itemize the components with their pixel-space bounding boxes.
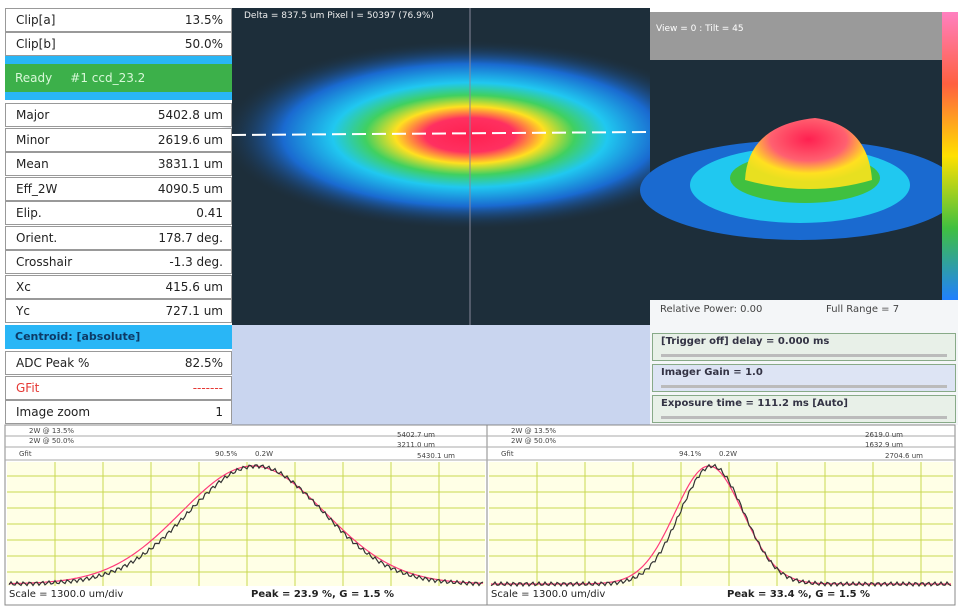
gfit-pct: 94.1%: [679, 450, 701, 458]
stat-label: Orient.: [16, 231, 57, 245]
scale: Scale = 1300.0 um/div: [9, 589, 123, 600]
gfit-pct: 90.5%: [215, 450, 237, 458]
stat-row: Xc 415.6 um: [5, 275, 232, 299]
clip-a-label: 2W @ 13.5%: [511, 427, 556, 435]
stat-value: 50.0%: [185, 37, 223, 51]
stat-label: Mean: [16, 157, 49, 171]
clip-b-value: 1632.9 um: [865, 441, 903, 449]
stat-row: Minor 2619.6 um: [5, 128, 232, 152]
app-window: (() => { const data = JSON.parse(documen…: [0, 0, 958, 607]
stat-label: Minor: [16, 133, 50, 147]
stat-row: Clip[a] 13.5%: [5, 8, 232, 32]
stat-label: Eff_2W: [16, 182, 57, 196]
gfit-width: 0.2W: [255, 450, 273, 458]
slider-track[interactable]: [661, 416, 947, 419]
stat-value: 1: [215, 405, 223, 419]
view-header-band: [650, 12, 942, 60]
clip-b-label: 2W @ 50.0%: [29, 437, 74, 445]
stat-row: GFit -------: [5, 376, 232, 400]
gfit-value: 2704.6 um: [885, 452, 923, 460]
stat-value: 727.1 um: [166, 304, 223, 318]
status: Ready #1 ccd_23.2: [5, 64, 232, 92]
stat-label: Clip[b]: [16, 37, 56, 51]
stat-label: GFit: [16, 381, 39, 395]
status-camera: #1 ccd_23.2: [70, 71, 145, 85]
stat-row: Crosshair -1.3 deg.: [5, 250, 232, 274]
stat-value: 3831.1 um: [158, 157, 223, 171]
color-bar: [942, 12, 958, 300]
peak: Peak = 23.9 %, G = 1.5 %: [251, 589, 394, 600]
stat-value: -------: [193, 381, 223, 395]
stat-row: Image zoom 1: [5, 400, 232, 424]
gfit-value: 5430.1 um: [417, 452, 455, 460]
status-bar-bottom: [5, 92, 232, 100]
stat-label: Elip.: [16, 206, 42, 220]
stat-label: Clip[a]: [16, 13, 55, 27]
stat-value: 4090.5 um: [158, 182, 223, 196]
slider-track[interactable]: [661, 385, 947, 388]
relative-power: Relative Power: 0.00: [660, 304, 762, 315]
status-state: Ready: [15, 71, 52, 85]
clip-a-value: 2619.0 um: [865, 431, 903, 439]
clip-a-value: 5402.7 um: [397, 431, 435, 439]
status-bar-top: [5, 56, 232, 64]
full-range: Full Range = 7: [826, 304, 899, 315]
stat-row: Yc 727.1 um: [5, 299, 232, 323]
clip-a-label: 2W @ 13.5%: [29, 427, 74, 435]
view-header: View = 0 : Tilt = 45: [656, 24, 744, 34]
centroid-mode: Centroid: [absolute]: [5, 325, 232, 349]
stat-label: Xc: [16, 280, 31, 294]
stat-label: Crosshair: [16, 255, 72, 269]
image-margin: [232, 325, 650, 425]
clip-b-label: 2W @ 50.0%: [511, 437, 556, 445]
peak: Peak = 33.4 %, G = 1.5 %: [727, 589, 870, 600]
clip-b-value: 3211.0 um: [397, 441, 435, 449]
stat-label: Image zoom: [16, 405, 90, 419]
stat-row: Elip. 0.41: [5, 201, 232, 225]
stat-label: ADC Peak %: [16, 356, 89, 370]
stat-row: Eff_2W 4090.5 um: [5, 177, 232, 201]
gfit-width: 0.2W: [719, 450, 737, 458]
control[interactable]: Exposure time = 111.2 ms [Auto]: [652, 395, 956, 423]
stat-value: 13.5%: [185, 13, 223, 27]
gfit-label: Gfit: [19, 450, 32, 458]
stat-row: Mean 3831.1 um: [5, 152, 232, 176]
stat-value: -1.3 deg.: [169, 255, 223, 269]
stat-row: Major 5402.8 um: [5, 103, 232, 127]
gfit-label: Gfit: [501, 450, 514, 458]
control[interactable]: Imager Gain = 1.0: [652, 364, 956, 392]
stat-row: Orient. 178.7 deg.: [5, 226, 232, 250]
slider-track[interactable]: [661, 354, 947, 357]
scale: Scale = 1300.0 um/div: [491, 589, 605, 600]
beam-header: Delta = 837.5 um Pixel I = 50397 (76.9%): [244, 11, 434, 21]
stat-label: Major: [16, 108, 49, 122]
stat-row: Clip[b] 50.0%: [5, 32, 232, 56]
stat-value: 2619.6 um: [158, 133, 223, 147]
stat-value: 5402.8 um: [158, 108, 223, 122]
stat-value: 0.41: [196, 206, 223, 220]
stat-value: 178.7 deg.: [158, 231, 223, 245]
stat-label: Yc: [16, 304, 30, 318]
stat-value: 415.6 um: [166, 280, 223, 294]
stat-value: 82.5%: [185, 356, 223, 370]
stat-row: ADC Peak % 82.5%: [5, 351, 232, 375]
control[interactable]: [Trigger off] delay = 0.000 ms: [652, 333, 956, 361]
